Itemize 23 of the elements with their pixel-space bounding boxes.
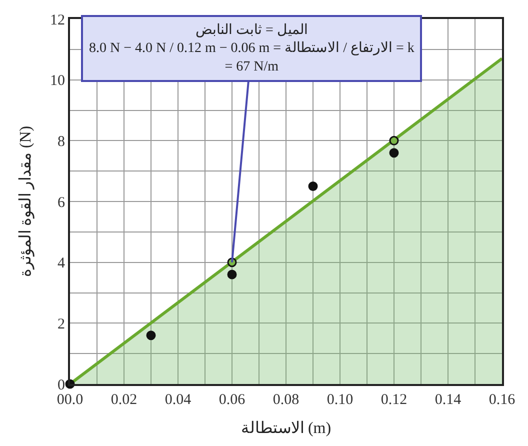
x-tick-label: 0.06 xyxy=(218,392,246,408)
x-axis-title: الاستطالة (m) xyxy=(240,420,332,438)
y-tick-label: 10 xyxy=(50,73,65,90)
y-axis-title: مقدار القوة المؤثرة (N) xyxy=(17,126,34,278)
point xyxy=(227,270,237,280)
point xyxy=(389,148,399,158)
y-tick-label: 12 xyxy=(50,12,65,28)
x-tick-label: 0.16 xyxy=(488,392,516,408)
x-tick-label: 0.10 xyxy=(326,392,354,408)
x-tick-label: 0.12 xyxy=(380,392,408,408)
y-tick-label: 8 xyxy=(58,134,65,150)
x-tick-label: 00.0 xyxy=(56,392,84,408)
y-tick-label: 0 xyxy=(58,377,65,394)
x-tick-label: 0.08 xyxy=(272,392,300,408)
point xyxy=(308,182,318,192)
y-tick-label: 2 xyxy=(58,316,65,332)
x-tick-label: 0.04 xyxy=(164,392,192,408)
point xyxy=(146,330,156,340)
x-tick-label: 0.14 xyxy=(434,392,462,408)
point xyxy=(389,136,399,146)
y-tick-label: 4 xyxy=(58,256,66,272)
x-tick-label: 0.02 xyxy=(110,392,138,408)
y-tick-label: 6 xyxy=(58,194,66,211)
